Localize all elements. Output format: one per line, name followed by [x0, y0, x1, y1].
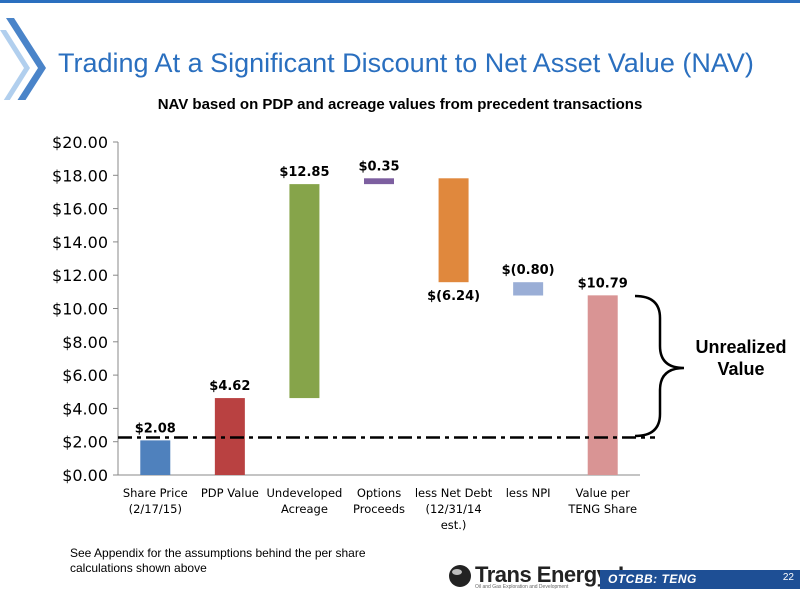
header-decoration — [0, 0, 800, 100]
waterfall-chart: $0.00 $2.00 $4.00 $6.00 $8.00 $10.00 $12.00 $14… — [52, 133, 655, 532]
x-tick-label: Share Price (2/17/15) — [123, 486, 188, 516]
y-tick-label: $2.00 — [62, 433, 108, 452]
header-top-line — [0, 0, 800, 3]
x-tick-label: Options Proceeds — [353, 486, 405, 516]
header-chevron-shadow-icon — [0, 30, 30, 100]
data-label: $12.85 — [279, 165, 329, 180]
slide-title: Trading At a Significant Discount to Net… — [58, 48, 754, 78]
unrealized-value-annotation: Unrealized Value — [695, 337, 787, 379]
header-chevron-icon — [6, 18, 46, 100]
bar-1 — [140, 440, 171, 475]
y-tick-label: $4.00 — [62, 399, 108, 418]
y-tick-label: $18.00 — [52, 166, 108, 185]
footnote: See Appendix for the assumptions behind … — [70, 546, 366, 575]
ticker-symbol: OTCBB: TENG — [608, 572, 697, 586]
bar-3 — [289, 184, 320, 399]
x-tick-label: less NPI — [506, 486, 551, 500]
bar-5 — [438, 178, 469, 283]
y-tick-label: $8.00 — [62, 333, 108, 352]
ticker-bar: OTCBB: TENG 22 — [600, 570, 800, 589]
x-tick-label: Value per TENG Share — [567, 486, 637, 516]
data-label: $0.35 — [358, 159, 399, 174]
logo-globe-icon — [449, 565, 471, 587]
y-tick-label: $6.00 — [62, 366, 108, 385]
logo-tagline: Oil and Gas Exploration and Development — [475, 584, 569, 590]
x-tick-label: Undeveloped Acreage — [266, 486, 342, 516]
y-tick-label: $10.00 — [52, 300, 108, 319]
page-number: 22 — [782, 572, 794, 583]
data-label: $10.79 — [578, 276, 628, 291]
data-label: $2.08 — [135, 421, 176, 436]
bar-7 — [587, 295, 618, 475]
x-tick-label: less Net Debt (12/31/14 est.) — [415, 486, 493, 532]
y-tick-label: $0.00 — [62, 466, 108, 485]
y-tick-label: $20.00 — [52, 133, 108, 152]
data-label: $(6.24) — [427, 289, 480, 304]
y-tick-label: $14.00 — [52, 233, 108, 252]
y-tick-label: $16.00 — [52, 200, 108, 219]
x-tick-label: PDP Value — [201, 486, 259, 500]
bar-4 — [364, 178, 394, 185]
bar-6 — [513, 282, 544, 296]
data-label: $4.62 — [209, 379, 250, 394]
y-tick-label: $12.00 — [52, 266, 108, 285]
data-label: $(0.80) — [502, 263, 555, 278]
chart-subtitle: NAV based on PDP and acreage values from… — [157, 96, 643, 113]
